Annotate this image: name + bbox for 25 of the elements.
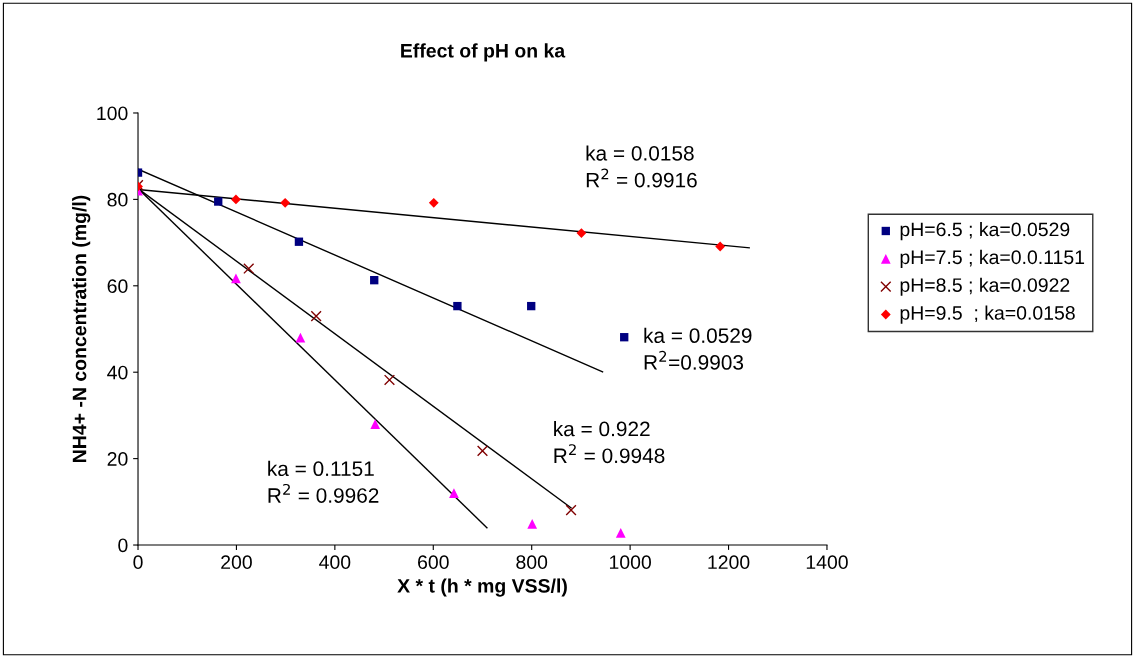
x-tick-label: 0 (133, 555, 143, 570)
y-tick-label: 100 (97, 106, 128, 121)
x-tick-label: 800 (516, 555, 548, 570)
annotation: ka = 0.922 R$^{2}$ = 0.9948 (554, 421, 665, 464)
y-tick-label: 80 (107, 192, 128, 207)
y-tick-label: 20 (107, 452, 128, 466)
legend-label: pH=8.5 ; ka=0.0922 (900, 277, 1070, 296)
annotation: ka = 0.0529 R$^{2}$=0.9903 (644, 327, 752, 370)
y-axis-title: NH4+ -N concentration (mg/l) (72, 195, 91, 462)
x-tick-label: 1000 (609, 555, 651, 570)
y-tick-label: 40 (107, 365, 128, 380)
chart-title: Effect of pH on ka (401, 43, 566, 62)
annotation: ka = 0.0158 R$^{2}$ = 0.9916 (586, 145, 697, 188)
x-axis-title: X * t (h * mg VSS/l) (397, 578, 567, 597)
annotation: ka = 0.1151 R$^{2}$ = 0.9962 (268, 460, 379, 503)
legend-label: pH=6.5 ; ka=0.0529 (900, 222, 1070, 241)
x-tick-label: 400 (319, 555, 351, 570)
y-tick-label: 0 (118, 538, 128, 553)
x-tick-label: 1400 (806, 555, 848, 570)
x-tick-label: 1200 (708, 555, 750, 570)
y-tick-label: 60 (107, 279, 128, 294)
x-tick-label: 600 (418, 555, 449, 570)
legend-label: pH=7.5 ; ka=0.0.1151 (900, 249, 1085, 268)
x-tick-label: 200 (221, 555, 252, 570)
legend-label: pH=9.5 ; ka=0.0158 (900, 305, 1075, 324)
